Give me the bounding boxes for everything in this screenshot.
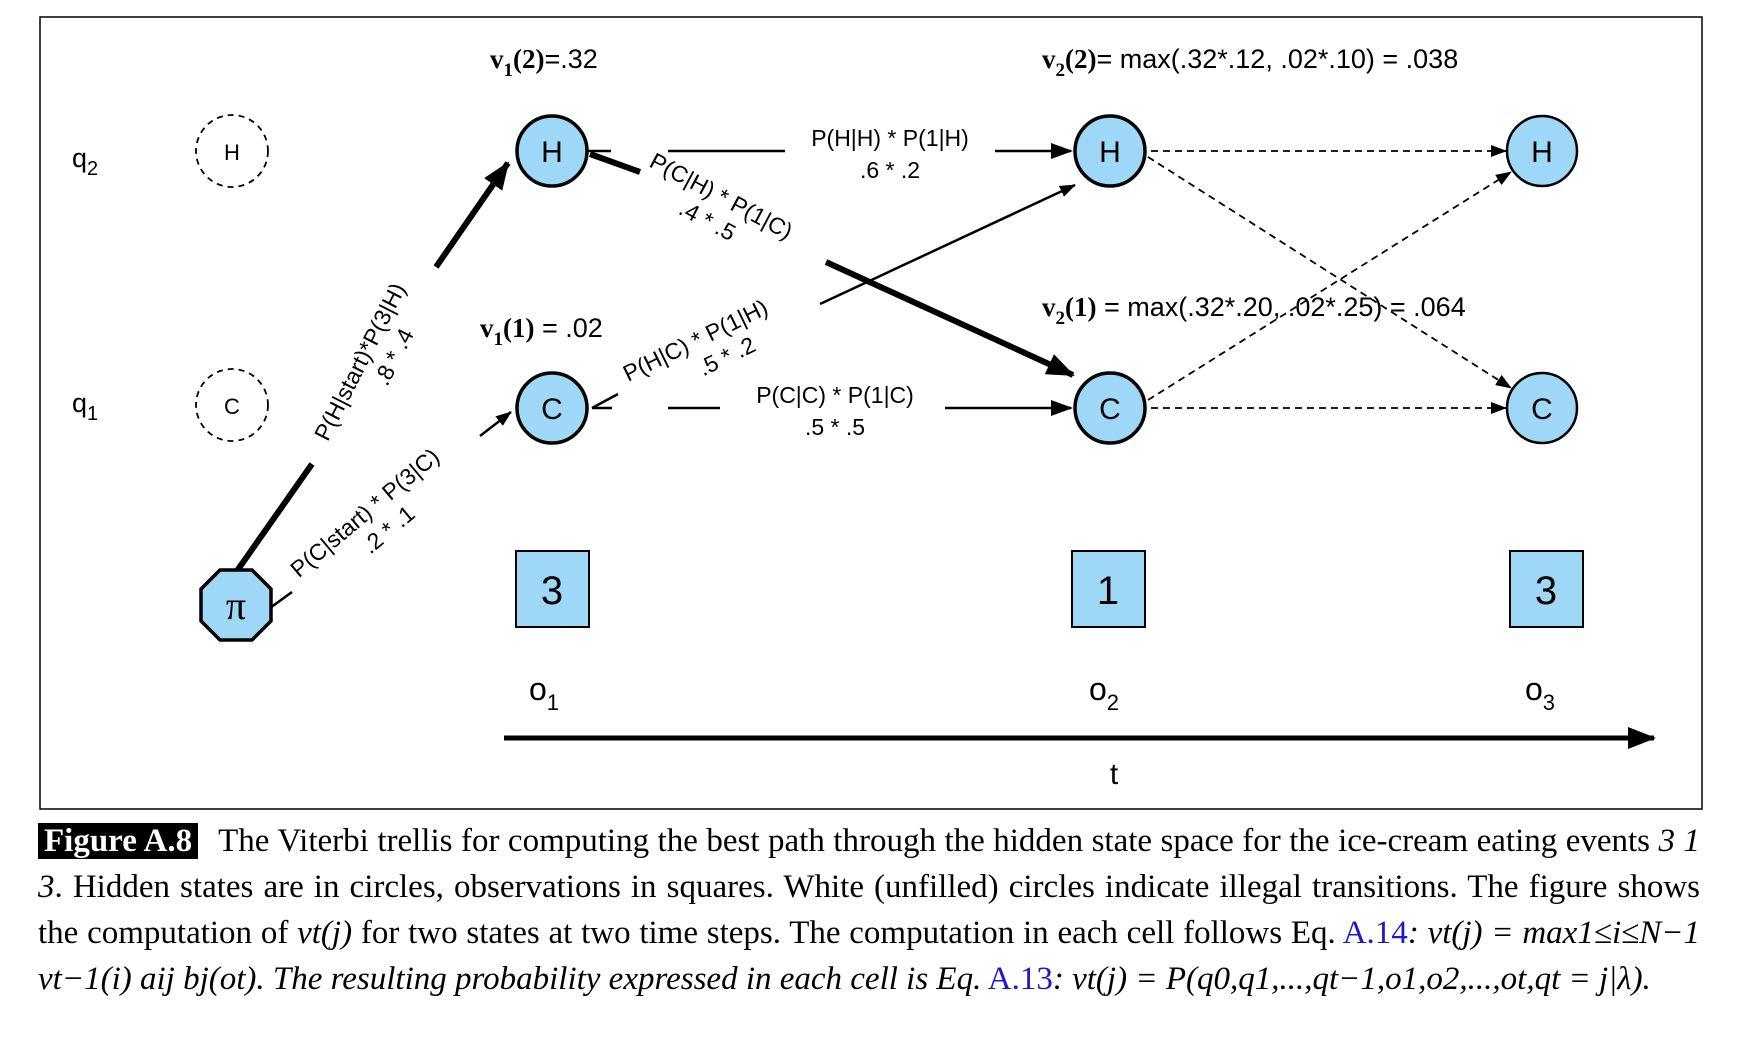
edge-start-h1-upper <box>433 161 511 269</box>
obs-label-3: o3 <box>1525 671 1555 715</box>
viterbi-v1-2: v1(2)=.32 <box>490 44 598 81</box>
edge-label-h-c: P(C|H) * P(1|C) .4 * .5 <box>646 147 797 245</box>
edge-h1-c2-lower <box>824 259 1075 378</box>
caption-text-3: for two states at two time steps. The co… <box>360 915 1336 951</box>
caption-text-1: The Viterbi trellis for computing the be… <box>218 823 1651 859</box>
state-c-t2-label: C <box>1099 393 1121 426</box>
figure-caption: Figure A.8 The Viterbi trellis for comput… <box>38 818 1700 1002</box>
viterbi-trellis-diagram: q2 q1 H C P(H|start)*P(3|H) .8 * .4 P(C|… <box>39 16 1703 810</box>
caption-ref-a13[interactable]: A.13 <box>987 961 1053 997</box>
start-node: π <box>199 568 273 642</box>
edge-start-h1-lower <box>229 462 315 580</box>
edge-start-c1-lower <box>269 590 293 610</box>
pi-symbol: π <box>226 583 246 628</box>
edge-label-c-c-expr: P(C|C) * P(1|C) <box>756 382 914 408</box>
state-c-t3: C <box>1505 371 1579 445</box>
state-c-t1: C <box>515 371 589 445</box>
edge-label-h-h-expr: P(H|H) * P(1|H) <box>811 125 969 151</box>
state-h-t3: H <box>1505 114 1579 188</box>
state-h-t2-label: H <box>1099 136 1121 169</box>
observation-value-2: 1 <box>1097 569 1119 613</box>
caption-text-2: . Hidden states are in circles, observat… <box>38 869 1700 951</box>
edge-c1-h2-lower <box>591 392 619 410</box>
illegal-state-c-label: C <box>224 394 240 419</box>
caption-ref-a14[interactable]: A.14 <box>1342 915 1408 951</box>
state-h-t3-label: H <box>1531 136 1553 169</box>
caption-formula-1: : vt(j) = max1≤i≤N−1 vt−1(i) aij bj(ot).… <box>38 915 1701 997</box>
observation-box-2: 1 <box>1071 550 1146 628</box>
caption-label: Figure A.8 <box>38 823 199 859</box>
state-h-t2: H <box>1073 114 1147 188</box>
state-h-t1-label: H <box>541 136 563 169</box>
state-c-t3-label: C <box>1531 393 1553 426</box>
edge-label-h-h-val: .6 * .2 <box>860 157 920 183</box>
illegal-state-h: H <box>195 114 269 188</box>
state-c-t2: C <box>1073 371 1147 445</box>
viterbi-v1-1: v1(1) = .02 <box>480 313 603 350</box>
observation-box-1: 3 <box>515 550 590 628</box>
observation-box-3: 3 <box>1509 550 1584 628</box>
state-c-t1-label: C <box>541 393 563 426</box>
edge-label-start-h: P(H|start)*P(3|H) .8 * .4 <box>309 279 419 445</box>
edge-c1-h2-upper <box>819 183 1076 306</box>
row-label-q1: q1 <box>72 388 98 425</box>
figure-frame <box>39 16 1703 810</box>
observation-value-3: 3 <box>1535 569 1557 613</box>
edge-h2-c3 <box>1147 156 1512 389</box>
edge-h1-c2-upper <box>588 151 642 175</box>
obs-label-1: o1 <box>529 671 559 715</box>
illegal-state-c: C <box>195 368 269 442</box>
caption-vtj: vt(j) <box>297 915 353 951</box>
obs-label-2: o2 <box>1089 671 1119 715</box>
edge-label-c-c-val: .5 * .5 <box>805 414 865 440</box>
viterbi-v2-1: v2(1) = max(.32*.20, .02*.25) = .064 <box>1042 292 1466 329</box>
edge-c2-h3 <box>1147 171 1512 401</box>
observation-value-1: 3 <box>541 569 563 613</box>
edge-start-c1-upper <box>479 411 512 437</box>
caption-sequence: 3 1 3 <box>38 823 1701 905</box>
viterbi-v2-2: v2(2)= max(.32*.12, .02*.10) = .038 <box>1042 44 1458 81</box>
state-h-t1: H <box>515 114 589 188</box>
illegal-state-h-label: H <box>224 140 240 165</box>
row-label-q2: q2 <box>72 143 98 180</box>
time-axis-label: t <box>1110 758 1119 791</box>
caption-formula-2: : vt(j) = P(q0,q1,...,qt−1,o1,o2,...,ot,… <box>1052 961 1651 997</box>
